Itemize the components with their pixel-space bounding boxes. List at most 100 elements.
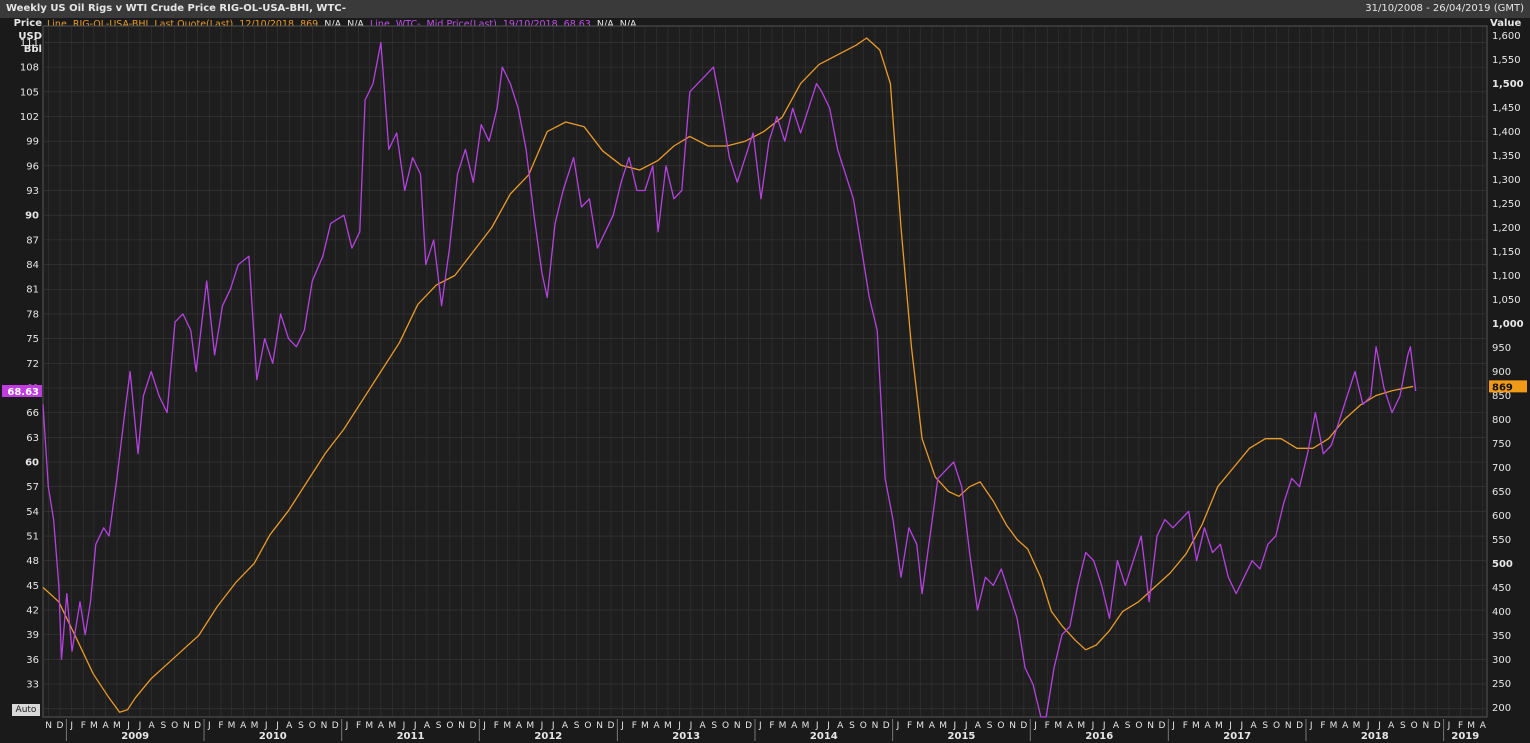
- month-tick-label: J: [402, 721, 406, 731]
- month-tick-label: N: [458, 721, 465, 731]
- month-tick-label: D: [1296, 721, 1303, 731]
- title-bar: Weekly US Oil Rigs v WTI Crude Price RIG…: [0, 0, 1530, 18]
- month-tick-label: O: [1273, 721, 1280, 731]
- right-tick-label: 1,150: [1492, 247, 1521, 258]
- chart-title: Weekly US Oil Rigs v WTI Crude Price RIG…: [6, 3, 346, 14]
- year-label: 2018: [1361, 731, 1389, 742]
- left-axis-unit-bbl: Bbl: [23, 44, 42, 55]
- right-tick-label: 500: [1492, 559, 1513, 570]
- year-label: 2012: [534, 731, 562, 742]
- right-tick-label: 600: [1492, 511, 1511, 522]
- left-tick-label: 45: [26, 581, 39, 592]
- left-tick-label: 48: [26, 556, 39, 567]
- wti-current-badge: [2, 384, 42, 397]
- right-tick-label: 850: [1492, 391, 1511, 402]
- rigs-current-badge: [1489, 380, 1527, 393]
- month-tick-label: D: [332, 721, 339, 731]
- month-tick-label: S: [849, 721, 855, 731]
- left-tick-label: 75: [26, 334, 39, 345]
- legend-rigs-na: N/A, N/A,: [324, 19, 367, 30]
- wti-current-value: 68.63: [7, 387, 39, 398]
- rigs-current-value: 869: [1492, 382, 1513, 393]
- month-tick-label: N: [872, 721, 879, 731]
- month-tick-label: A: [1204, 721, 1211, 731]
- month-tick-label: J: [896, 721, 900, 731]
- month-tick-label: J: [620, 721, 624, 731]
- month-tick-label: J: [758, 721, 762, 731]
- month-tick-label: O: [171, 721, 178, 731]
- month-tick-label: A: [700, 721, 707, 731]
- month-tick-label: D: [607, 721, 614, 731]
- month-tick-label: N: [321, 721, 328, 731]
- left-tick-label: 54: [26, 507, 39, 518]
- left-axis-unit-usd: USD: [18, 31, 42, 42]
- month-tick-label: A: [240, 721, 247, 731]
- month-tick-label: F: [1458, 721, 1463, 731]
- month-tick-label: O: [1135, 721, 1142, 731]
- year-label: 2010: [259, 731, 287, 742]
- month-tick-label: M: [1215, 721, 1223, 731]
- month-tick-label: A: [1388, 721, 1395, 731]
- month-tick-label: D: [1020, 721, 1027, 731]
- left-tick-label: 90: [25, 211, 39, 222]
- year-label: 2019: [1451, 731, 1479, 742]
- right-tick-label: 1,200: [1492, 223, 1521, 234]
- year-label: 2009: [121, 731, 149, 742]
- right-tick-label: 1,250: [1492, 199, 1521, 210]
- left-tick-label: 111: [20, 38, 39, 49]
- month-tick-label: D: [194, 721, 201, 731]
- right-tick-label: 650: [1492, 487, 1511, 498]
- year-label: 2015: [948, 731, 976, 742]
- right-tick-label: 300: [1492, 655, 1511, 666]
- left-tick-label: 39: [26, 630, 39, 641]
- month-tick-label: A: [378, 721, 385, 731]
- month-tick-label: M: [228, 721, 236, 731]
- month-tick-label: N: [45, 721, 52, 731]
- month-tick-label: J: [264, 721, 268, 731]
- month-tick-label: M: [365, 721, 373, 731]
- month-tick-label: O: [860, 721, 867, 731]
- month-tick-label: J: [964, 721, 968, 731]
- left-tick-label: 42: [26, 606, 39, 617]
- left-tick-label: 108: [20, 63, 39, 74]
- month-tick-label: A: [424, 721, 431, 731]
- month-tick-label: A: [1250, 721, 1257, 731]
- month-tick-label: J: [1033, 721, 1037, 731]
- month-tick-label: A: [1113, 721, 1120, 731]
- month-tick-label: A: [562, 721, 569, 731]
- month-tick-label: S: [1125, 721, 1131, 731]
- left-tick-label: 84: [26, 260, 39, 271]
- month-tick-label: J: [275, 721, 279, 731]
- month-tick-label: M: [90, 721, 98, 731]
- month-tick-label: N: [1285, 721, 1292, 731]
- left-tick-label: 60: [25, 457, 39, 468]
- month-tick-label: M: [1192, 721, 1200, 731]
- month-tick-label: M: [1054, 721, 1062, 731]
- left-tick-label: 78: [26, 309, 39, 320]
- right-tick-label: 900: [1492, 367, 1511, 378]
- left-tick-label: 57: [26, 482, 39, 493]
- month-tick-label: J: [689, 721, 693, 731]
- month-tick-label: F: [218, 721, 223, 731]
- month-tick-label: M: [779, 721, 787, 731]
- month-tick-label: A: [975, 721, 982, 731]
- left-tick-label: 33: [26, 680, 39, 691]
- month-tick-label: A: [103, 721, 110, 731]
- month-tick-label: M: [388, 721, 396, 731]
- month-tick-label: S: [160, 721, 166, 731]
- auto-scale-button[interactable]: Auto: [12, 704, 40, 716]
- month-tick-label: A: [791, 721, 798, 731]
- month-tick-label: J: [1309, 721, 1313, 731]
- right-tick-label: 1,050: [1492, 295, 1521, 306]
- left-tick-label: 66: [26, 408, 39, 419]
- left-tick-label: 105: [20, 87, 39, 98]
- month-tick-label: J: [1102, 721, 1106, 731]
- month-tick-label: M: [664, 721, 672, 731]
- month-tick-label: F: [632, 721, 637, 731]
- right-tick-label: 1,550: [1492, 55, 1521, 66]
- plot-area: [42, 25, 1488, 718]
- month-tick-label: O: [997, 721, 1004, 731]
- month-tick-label: M: [526, 721, 534, 731]
- right-tick-label: 1,600: [1492, 31, 1521, 42]
- right-tick-label: 1,100: [1492, 271, 1521, 282]
